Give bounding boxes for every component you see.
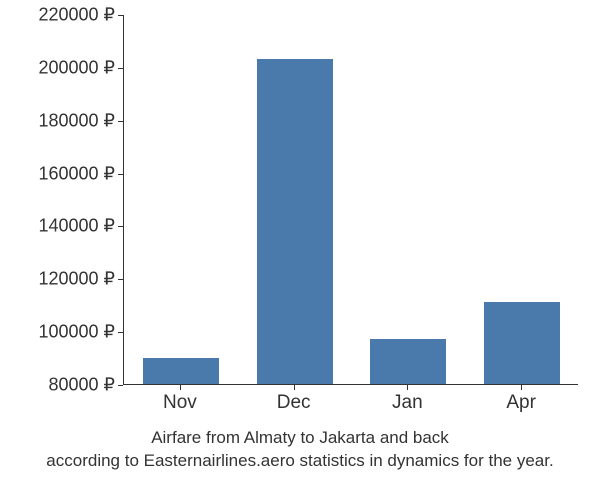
bar: [257, 59, 333, 384]
y-tick: [118, 174, 123, 175]
y-tick-label: 160000 ₽: [15, 163, 115, 184]
y-tick-label: 100000 ₽: [15, 322, 115, 343]
caption-line2: according to Easternairlines.aero statis…: [46, 451, 553, 470]
y-tick-label: 140000 ₽: [15, 216, 115, 237]
bar: [370, 339, 446, 384]
y-tick: [118, 226, 123, 227]
x-tick: [407, 385, 408, 390]
y-tick: [118, 385, 123, 386]
y-tick: [118, 121, 123, 122]
x-tick-label: Nov: [135, 392, 225, 414]
y-tick-label: 120000 ₽: [15, 269, 115, 290]
y-tick-label: 200000 ₽: [15, 57, 115, 78]
x-tick: [294, 385, 295, 390]
x-tick-label: Apr: [476, 392, 566, 414]
y-tick: [118, 68, 123, 69]
caption-line1: Airfare from Almaty to Jakarta and back: [151, 428, 449, 447]
chart-caption: Airfare from Almaty to Jakarta and back …: [0, 427, 600, 473]
y-tick-label: 80000 ₽: [15, 375, 115, 396]
x-tick-label: Jan: [362, 392, 452, 414]
plot-area: [123, 15, 578, 385]
x-tick: [521, 385, 522, 390]
bar: [484, 302, 560, 384]
y-tick: [118, 332, 123, 333]
chart-container: 80000 ₽ 100000 ₽ 120000 ₽ 140000 ₽ 160000 ₽ 1…: [15, 10, 585, 440]
y-tick: [118, 279, 123, 280]
y-tick-label: 220000 ₽: [15, 5, 115, 26]
bar: [143, 358, 219, 384]
y-tick-label: 180000 ₽: [15, 110, 115, 131]
x-tick: [180, 385, 181, 390]
y-tick: [118, 15, 123, 16]
x-tick-label: Dec: [249, 392, 339, 414]
